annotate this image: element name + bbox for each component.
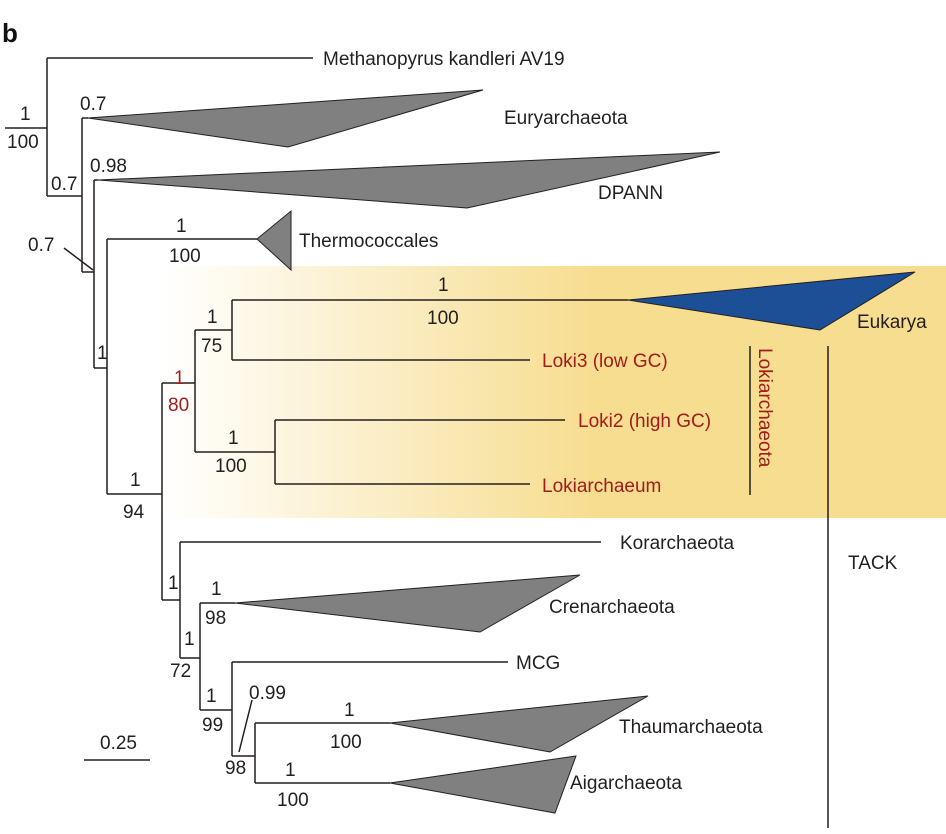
support-n2-pp: 0.7 [51,174,77,195]
taxon-crenarchaeota: Crenarchaeota [549,597,675,618]
support-root-bs: 100 [7,132,39,153]
support-root-pp: 1 [20,104,31,125]
support-n10-bs: 72 [170,661,191,682]
support-n4-pp: 1 [97,343,108,364]
support-aig-pp: 1 [285,760,296,781]
support-loki2-pp: 1 [228,428,239,449]
support-loki-euk-bs: 80 [168,395,189,416]
taxon-eukarya: Eukarya [857,312,927,333]
support-n10-pp: 1 [184,629,195,650]
support-dpann-pp: 0.98 [90,156,127,177]
taxon-thaumarchaeota: Thaumarchaeota [619,717,763,738]
crenarchaeota-clade-triangle [234,574,581,633]
thaumarchaeota-clade-triangle [389,695,649,753]
support-thaum-aig-bs: 98 [225,758,246,779]
taxon-aigarchaeota: Aigarchaeota [570,773,682,794]
euryarchaeota-clade-triangle [87,89,484,148]
taxon-euryarchaeota: Euryarchaeota [504,108,628,129]
support-values: 1 100 0.7 0.7 0.98 0.7 1 1 100 1 94 1 80… [7,94,459,811]
taxon-thermococcales: Thermococcales [299,231,438,252]
support-eukarya-pp: 1 [438,275,449,296]
support-euk-loki3-pp: 1 [207,307,218,328]
support-n11-pp: 1 [206,686,217,707]
group-lokiarchaeota-label: Lokiarchaeota [754,348,775,468]
support-tack-core-pp: 1 [168,573,179,594]
group-tack-label: TACK [848,553,898,574]
support-n3-pp: 0.7 [28,235,54,256]
thermococcales-clade-triangle [256,209,292,272]
scale-bar-label: 0.25 [100,733,137,754]
taxon-loki3: Loki3 (low GC) [542,351,668,372]
taxon-dpann: DPANN [598,183,663,204]
support-loki-euk-pp: 1 [174,368,185,389]
support-tack-euk-bs: 94 [123,502,145,523]
support-thermo-pp: 1 [176,216,187,237]
dpann-clade-triangle [97,151,721,209]
eukarya-clade-triangle [627,271,916,331]
support-euk-loki3-bs: 75 [201,336,222,357]
support-tack-euk-pp: 1 [130,470,141,491]
support-thaum-bs: 100 [330,732,362,753]
support-thaum-aig-pp: 0.99 [249,683,286,704]
taxon-korarchaeota: Korarchaeota [620,533,735,554]
support-loki2-bs: 100 [215,456,247,477]
taxon-lokiarchaeum: Lokiarchaeum [542,476,661,497]
support-aig-bs: 100 [277,790,309,811]
taxon-mcg: MCG [516,653,560,674]
support-eury-pp: 0.7 [80,94,106,115]
support-cren-bs: 98 [205,608,226,629]
tree-branches [5,57,628,784]
support-cren-pp: 1 [211,579,222,600]
support-eukarya-bs: 100 [427,308,459,329]
aigarchaeota-clade-triangle [389,755,577,814]
support-n11-bs: 99 [202,715,223,736]
panel-label: b [2,18,18,48]
support-thermo-bs: 100 [169,246,201,267]
taxon-loki2: Loki2 (high GC) [578,411,711,432]
taxon-methanopyrus: Methanopyrus kandleri AV19 [323,49,565,70]
support-thaum-pp: 1 [344,700,355,721]
